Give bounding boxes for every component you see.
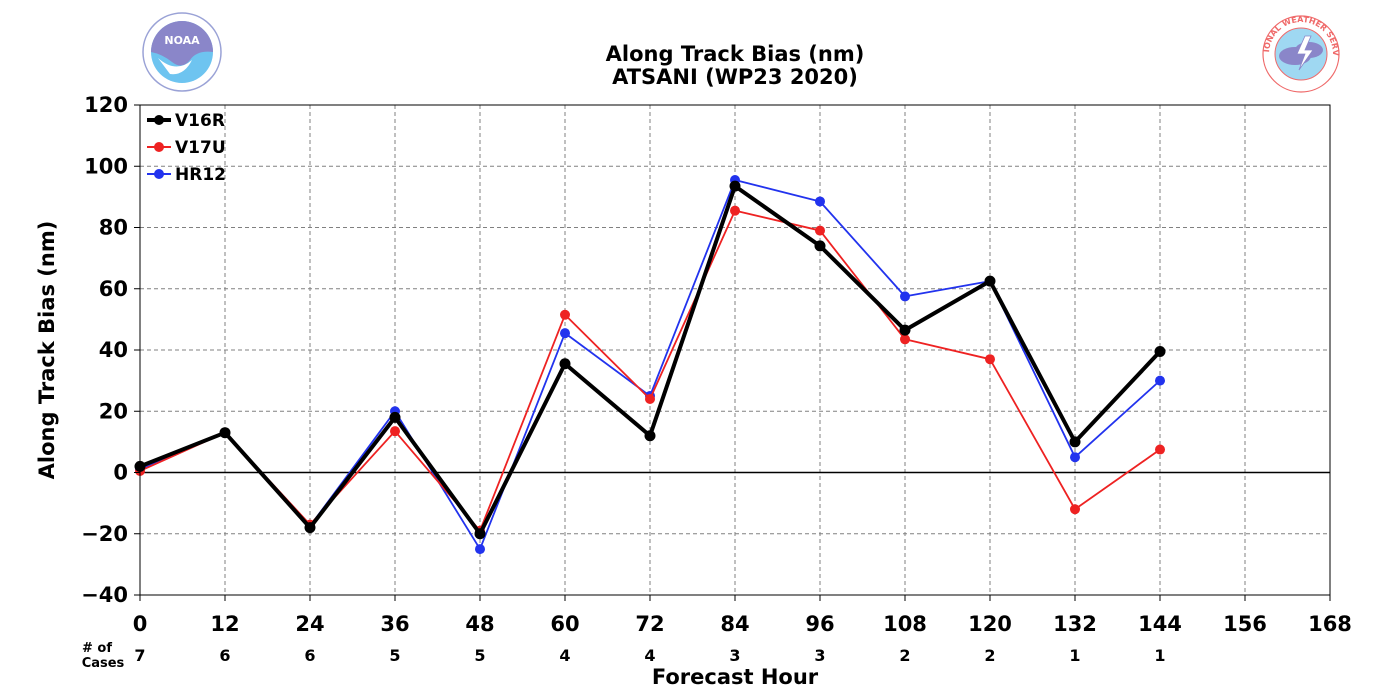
chart-subtitle: ATSANI (WP23 2020)	[612, 65, 858, 89]
x-tick-label: 132	[1053, 612, 1097, 636]
data-point-v17u	[815, 225, 825, 236]
cases-label-line2: Cases	[82, 656, 125, 671]
case-count: 6	[304, 646, 315, 665]
legend-item-v16r: V16R	[147, 111, 225, 131]
cases-label-line1: # of	[82, 641, 112, 656]
case-count: 4	[644, 646, 655, 665]
data-point-v17u	[1155, 444, 1165, 455]
case-count: 6	[219, 646, 230, 665]
y-tick-label: 40	[99, 338, 128, 362]
case-count: 7	[134, 646, 145, 665]
legend-item-v17u: V17U	[147, 138, 226, 158]
data-point-v16r	[729, 180, 741, 192]
data-point-v17u	[390, 426, 400, 437]
data-point-hr12	[1155, 375, 1165, 386]
legend-label: HR12	[175, 165, 226, 185]
y-tick-label: 80	[99, 216, 128, 240]
x-tick-label: 72	[635, 612, 664, 636]
data-point-v17u	[985, 354, 995, 365]
data-point-v16r	[644, 430, 656, 442]
x-tick-label: 0	[133, 612, 148, 636]
legend-swatch-marker	[154, 169, 164, 179]
axis-ticks: 0 12 24 36 48 60 72 84 96 108 120 132 144 156 168 −40 −2…	[81, 93, 1352, 636]
y-tick-label: 60	[99, 277, 128, 301]
x-axis-label: Forecast Hour	[652, 665, 819, 689]
case-count: 2	[984, 646, 995, 665]
data-point-v17u	[560, 309, 570, 320]
data-point-hr12	[475, 544, 485, 555]
data-point-v16r	[814, 240, 826, 252]
legend-label: V16R	[175, 111, 225, 131]
x-tick-label: 60	[550, 612, 579, 636]
x-tick-label: 120	[968, 612, 1012, 636]
x-tick-label: 48	[465, 612, 494, 636]
data-point-v16r	[474, 528, 486, 540]
data-point-v17u	[1070, 504, 1080, 515]
data-point-v16r	[304, 522, 316, 534]
x-tick-label: 12	[210, 612, 239, 636]
legend-swatch-marker	[154, 142, 164, 152]
case-count: 1	[1154, 646, 1165, 665]
nws-logo-icon: NATIONAL WEATHER SERVICE	[1262, 15, 1340, 93]
noaa-logo-text: NOAA	[164, 34, 200, 47]
data-point-hr12	[1070, 452, 1080, 463]
data-point-v17u	[900, 334, 910, 345]
y-tick-label: 20	[99, 399, 128, 423]
case-count: 3	[729, 646, 740, 665]
legend-swatch-marker	[154, 115, 164, 125]
y-tick-label: 0	[113, 461, 128, 485]
y-axis-label: Along Track Bias (nm)	[35, 221, 59, 480]
x-tick-label: 84	[720, 612, 749, 636]
noaa-logo-icon: NOAA	[142, 12, 222, 92]
series-v16r	[134, 180, 1166, 540]
data-point-hr12	[560, 328, 570, 339]
data-point-v16r	[899, 324, 911, 336]
x-tick-label: 108	[883, 612, 927, 636]
case-count: 5	[389, 646, 400, 665]
y-tick-label: −20	[81, 522, 128, 546]
y-tick-label: 120	[84, 93, 128, 117]
x-tick-label: 96	[805, 612, 834, 636]
legend-item-hr12: HR12	[147, 165, 226, 185]
data-point-v16r	[219, 427, 231, 439]
data-point-v16r	[389, 411, 401, 423]
grid	[140, 105, 1330, 595]
case-count: 4	[559, 646, 570, 665]
data-point-v17u	[645, 394, 655, 404]
case-count: 5	[474, 646, 485, 665]
case-count: 1	[1069, 646, 1080, 665]
series-lines	[134, 175, 1166, 555]
cases-row: 7 6 6 5 5 4 4 3 3 2 2 1 1	[134, 646, 1165, 665]
y-tick-label: −40	[81, 583, 128, 607]
data-point-v16r	[1154, 346, 1166, 358]
data-point-v17u	[730, 205, 740, 216]
chart-title: Along Track Bias (nm)	[606, 42, 865, 66]
x-tick-label: 144	[1138, 612, 1182, 636]
x-tick-label: 24	[295, 612, 324, 636]
legend-label: V17U	[175, 138, 226, 158]
case-count: 2	[899, 646, 910, 665]
data-point-v16r	[984, 275, 996, 287]
y-tick-label: 100	[84, 154, 128, 178]
data-point-v16r	[1069, 436, 1081, 448]
data-point-hr12	[900, 291, 910, 302]
data-point-v16r	[559, 358, 571, 370]
x-tick-label: 168	[1308, 612, 1352, 636]
legend: V16R V17U HR12	[147, 111, 226, 185]
x-tick-label: 36	[380, 612, 409, 636]
x-tick-label: 156	[1223, 612, 1267, 636]
case-count: 3	[814, 646, 825, 665]
data-point-hr12	[815, 196, 825, 207]
